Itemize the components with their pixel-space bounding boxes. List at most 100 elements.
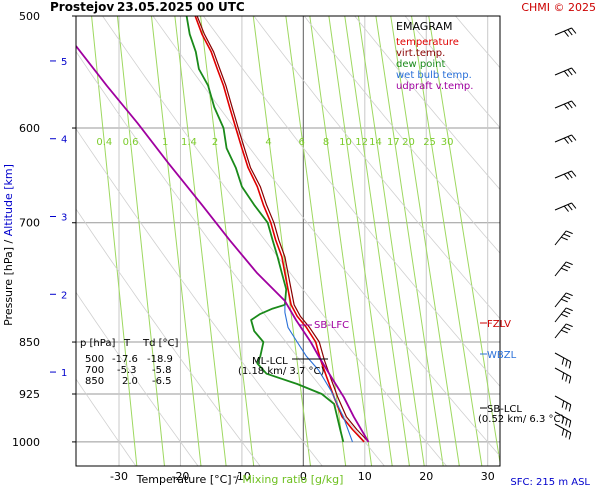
wind-barb-staff bbox=[554, 352, 572, 363]
wind-barb-staff bbox=[554, 27, 572, 36]
wind-barb-staff bbox=[554, 292, 567, 308]
wind-barb-flag bbox=[565, 307, 573, 312]
wind-barb-flag bbox=[568, 404, 572, 412]
wind-barb-flag bbox=[561, 416, 565, 424]
mixing-ratio-label: 2 bbox=[212, 137, 218, 148]
pressure-tick-label: 600 bbox=[19, 122, 40, 135]
wind-barb-flag bbox=[563, 326, 571, 331]
wind-barb bbox=[554, 323, 573, 339]
x-label-mix: Mixing ratio [g/kg] bbox=[242, 473, 343, 486]
dry-adiabat bbox=[303, 16, 500, 254]
wind-barb-flag bbox=[563, 205, 569, 212]
wind-barb-flag bbox=[561, 428, 565, 436]
wind-barb bbox=[554, 423, 572, 440]
altitude-tick-label: 1 bbox=[61, 368, 67, 379]
sounding-datetime: 23.05.2025 00 UTC bbox=[117, 0, 245, 14]
table-header-t: T bbox=[123, 338, 131, 349]
wind-barb-flag bbox=[565, 430, 568, 438]
wind-barb-flag bbox=[571, 100, 577, 107]
wind-barb-staff bbox=[554, 67, 572, 76]
mixing-ratio-label: 12 bbox=[355, 137, 368, 148]
mixing-ratio-line bbox=[328, 16, 393, 466]
dry-adiabat bbox=[76, 291, 199, 466]
table-cell: -6.5 bbox=[152, 376, 172, 387]
wind-barb-flag bbox=[563, 173, 569, 180]
dry-adiabat bbox=[76, 128, 323, 466]
wind-barb-flag bbox=[568, 420, 572, 428]
wind-barbs bbox=[554, 27, 577, 440]
x-label-sep: / bbox=[235, 473, 239, 486]
temperature-tick-label: -10 bbox=[233, 470, 251, 483]
mixing-ratio-line bbox=[309, 16, 373, 466]
wind-barb-flag bbox=[571, 134, 577, 141]
wind-barb-flag bbox=[567, 69, 573, 76]
wind-barb-flag bbox=[571, 202, 577, 209]
dry-adiabats bbox=[76, 16, 600, 466]
wbzl-label: WBZL bbox=[487, 350, 517, 361]
dry-adiabat bbox=[455, 16, 500, 69]
wind-barb bbox=[554, 307, 573, 323]
altitude-tick-label: 4 bbox=[61, 135, 67, 146]
wind-barb-flag bbox=[563, 310, 571, 315]
wind-barb-staff bbox=[554, 395, 572, 406]
wind-barb bbox=[554, 411, 572, 428]
wind-barb-flag bbox=[571, 170, 577, 177]
table-header-td: Td [°C] bbox=[142, 338, 179, 349]
sounding-table: p [hPa] T Td [°C] 500 -17.6 -18.9 700 -5… bbox=[80, 338, 179, 387]
sb-lcl-detail: (0.52 km/ 6.3 °C) bbox=[478, 414, 564, 425]
grid bbox=[76, 15, 500, 466]
altitude-tick-label: 3 bbox=[61, 213, 67, 224]
table-cell: 700 bbox=[85, 365, 104, 376]
sb-lfc-marker: SB-LFC bbox=[300, 320, 349, 331]
wind-barb-flag bbox=[567, 29, 573, 36]
altitude-tick-label: 2 bbox=[61, 290, 67, 301]
mixing-ratio-line bbox=[174, 16, 227, 466]
wind-barb-flag bbox=[568, 432, 572, 440]
mixing-ratio-labels: 0.4 0.6 1 1.4 2 4 6 8 10 12 14 17 20 25 30 bbox=[96, 137, 453, 148]
wind-barb-flag bbox=[561, 298, 568, 303]
wind-barb-flag bbox=[561, 372, 565, 380]
wind-barb-flag bbox=[561, 400, 565, 408]
profile-dew-point bbox=[185, 16, 345, 443]
temperature-tick-label: 20 bbox=[419, 470, 433, 483]
profile-wet-bulb-temp- bbox=[284, 304, 354, 443]
legend: EMAGRAM temperature virt.temp. dew point… bbox=[396, 20, 473, 92]
table-cell: 2.0 bbox=[122, 376, 138, 387]
wind-barb-flag bbox=[567, 204, 573, 211]
pressure-tick-label: 500 bbox=[19, 10, 40, 23]
wind-barb-flag bbox=[568, 376, 572, 384]
wind-barb-flag bbox=[565, 230, 573, 235]
legend-updraft-vtemp: udpraft v.temp. bbox=[396, 81, 473, 92]
dry-adiabat bbox=[76, 378, 137, 466]
mixing-ratio-line bbox=[411, 16, 483, 466]
plot-frame bbox=[75, 15, 501, 467]
wind-barb-flag bbox=[565, 402, 568, 410]
dry-adiabat bbox=[102, 16, 447, 466]
profile-virt-temp- bbox=[196, 16, 369, 443]
wind-barb-staff bbox=[554, 202, 572, 211]
wind-barb-flag bbox=[561, 313, 568, 318]
wind-barb-flag bbox=[565, 261, 573, 266]
wind-barb-flag bbox=[565, 374, 568, 382]
temperature-ticks: -30 -20 -10 0 10 20 30 bbox=[110, 470, 495, 483]
wind-barb bbox=[554, 100, 577, 110]
ml-lcl-marker: ML-LCL (1.18 km/ 3.7 °C) bbox=[238, 356, 328, 377]
legend-temperature: temperature bbox=[396, 37, 459, 48]
mixing-ratio-line bbox=[252, 16, 311, 466]
wind-barb-flag bbox=[561, 357, 565, 365]
temperature-tick-label: 10 bbox=[358, 470, 372, 483]
wind-barb-flag bbox=[568, 361, 572, 369]
wind-barb-flag bbox=[565, 323, 573, 328]
dry-adiabat bbox=[354, 16, 500, 191]
mixing-ratio-label: 25 bbox=[423, 137, 436, 148]
wind-barb-flag bbox=[563, 295, 571, 300]
dry-adiabat bbox=[506, 16, 600, 466]
wind-barb-flag bbox=[563, 233, 571, 238]
wind-barb bbox=[554, 367, 572, 384]
credit: CHMI © 2025 bbox=[521, 1, 596, 14]
table-cell: 500 bbox=[85, 354, 104, 365]
pressure-tick-label: 850 bbox=[19, 336, 40, 349]
wind-barb-staff bbox=[554, 170, 572, 179]
wind-barb-flag bbox=[563, 103, 569, 110]
